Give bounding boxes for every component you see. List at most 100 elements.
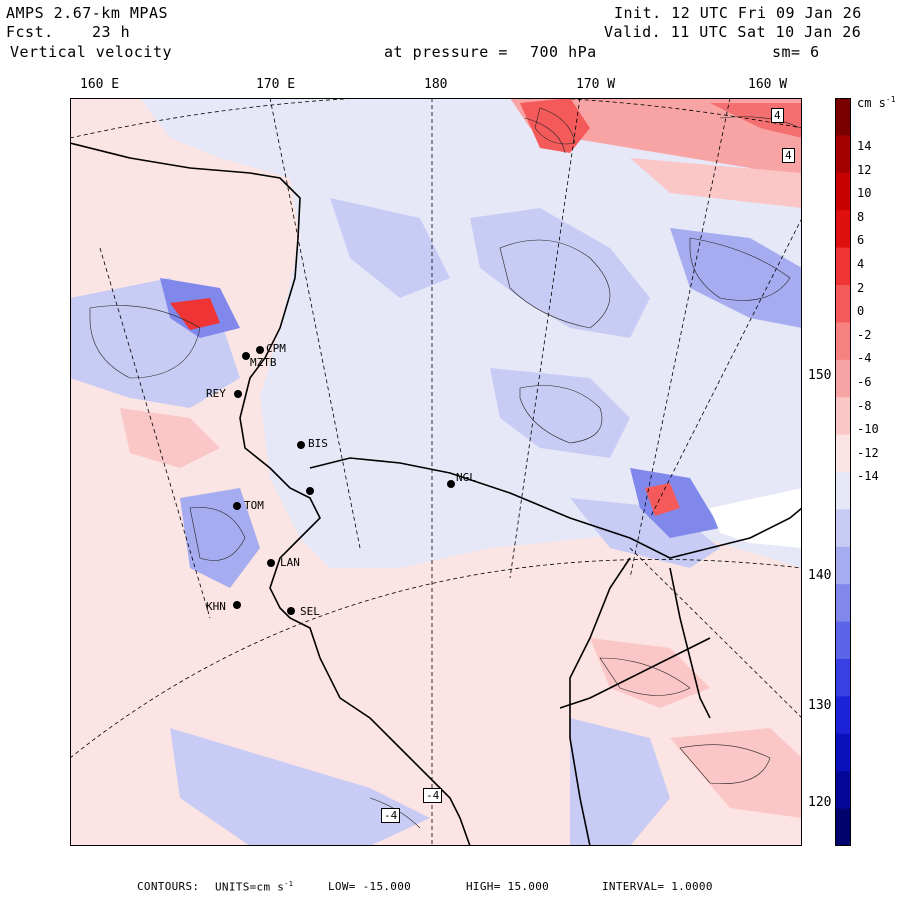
station-dot-lan [267, 559, 275, 567]
colorbar-swatch [835, 285, 851, 323]
blue-patch-7 [170, 728, 430, 846]
colorbar-swatch [835, 359, 851, 398]
station-dot-bay [306, 487, 314, 495]
footer-low: LOW= -15.000 [328, 880, 412, 893]
colorbar-tick-label: 10 [857, 186, 872, 201]
contour-label-neg4a: -4 [381, 808, 401, 823]
colorbar-tick-label: -8 [857, 398, 872, 413]
colorbar-swatch [835, 733, 851, 772]
colorbar-tick-label: -6 [857, 375, 872, 389]
station-dot-rey [234, 390, 242, 398]
lon-label-180: 180 [424, 77, 448, 92]
station-label-ngl: NGL [456, 471, 476, 484]
colorbar-tick-label: 4 [857, 257, 865, 271]
colorbar-swatch [835, 509, 851, 548]
colorbar-swatch [835, 322, 851, 361]
variable-name: Vertical velocity [10, 43, 173, 61]
station-label-rey: REY [206, 387, 226, 400]
colorbar-swatch [835, 659, 851, 697]
valid-time: Valid. 11 UTC Sat 10 Jan 26 [604, 23, 862, 41]
colorbar-swatch [835, 210, 851, 249]
colorbar-tick-label: 2 [857, 280, 865, 295]
colorbar [835, 98, 851, 846]
land-fringe [710, 488, 802, 548]
station-dot-cpm [256, 346, 264, 354]
coastline [70, 142, 802, 846]
colorbar-swatch [835, 434, 851, 473]
colorbar-swatch [835, 247, 851, 286]
station-dot-khn [233, 601, 241, 609]
pink-patch-1 [120, 408, 220, 468]
colorbar-tick-label: -12 [857, 445, 879, 460]
lon-label-160e: 160 E [80, 77, 120, 92]
colorbar-swatch [835, 808, 851, 846]
colorbar-units: cm s-1 [857, 95, 896, 110]
pink-patch-2 [590, 638, 710, 708]
red-plume-streak [630, 158, 802, 208]
station-dot-ngl [447, 480, 455, 488]
colorbar-swatch [835, 135, 851, 174]
colorbar-frame [835, 98, 851, 846]
colorbar-tick-label: 14 [857, 139, 872, 153]
colorbar-swatch [835, 696, 851, 735]
footer-contours-label: CONTOURS: [137, 880, 200, 893]
pink-patch-3 [670, 728, 802, 818]
station-label-sel: SEL [300, 605, 320, 618]
convective-core-red-2 [645, 483, 680, 516]
colorbar-tick-label: 8 [857, 209, 865, 224]
station-dot-sel [287, 607, 295, 615]
lon-label-170w: 170 W [576, 77, 616, 92]
blue-patch-9 [330, 198, 450, 298]
contour-label-neg4b: -4 [423, 788, 443, 803]
colorbar-tick-label: 0 [857, 304, 865, 319]
colorbar-swatch [835, 98, 851, 136]
colorbar-swatch [835, 771, 851, 810]
vertical-velocity-map [70, 98, 802, 846]
model-title: AMPS 2.67-km MPAS [6, 4, 169, 22]
forecast-value: 23 h [92, 23, 131, 41]
blue-patch-4 [570, 498, 720, 568]
init-time: Init. 12 UTC Fri 09 Jan 26 [614, 4, 862, 22]
forecast-label: Fcst. [6, 23, 54, 41]
station-label-lan: LAN [280, 556, 300, 569]
convective-core-red [170, 298, 220, 330]
footer-high: HIGH= 15.000 [466, 880, 550, 893]
station-label-tom: TOM [244, 499, 264, 512]
colorbar-tick-label: -4 [857, 351, 872, 366]
colorbar-tick-label: 6 [857, 233, 865, 248]
colorbar-swatch [835, 584, 851, 623]
station-label-cpm: CPM [266, 342, 286, 355]
station-label-mztb: MZTB [250, 356, 277, 369]
colorbar-tick-label: -14 [857, 469, 879, 484]
contour-lines [89, 107, 801, 829]
blue-patch-2 [490, 368, 630, 458]
colorbar-tick-label: -2 [857, 327, 872, 342]
colorbar-tick-label: 12 [857, 162, 872, 177]
colorbar-swatch [835, 397, 851, 436]
colorbar-tick-label: -10 [857, 422, 879, 437]
ross-sea-field [140, 98, 802, 568]
pressure-value: 700 hPa [530, 43, 597, 61]
colorbar-swatch [835, 621, 851, 660]
colorbar-swatch [835, 546, 851, 585]
colorbar-swatch [835, 472, 851, 510]
blue-patch-8 [570, 718, 670, 846]
station-dot-bis [297, 441, 305, 449]
pressure-label: at pressure = [384, 43, 508, 61]
smoothing: sm= 6 [772, 43, 820, 61]
footer-interval: INTERVAL= 1.0000 [602, 880, 713, 893]
station-dot-tom [233, 502, 241, 510]
station-dot-mztb [242, 352, 250, 360]
map-frame [70, 98, 802, 846]
blue-patch-3 [670, 228, 802, 328]
footer-units: UNITS=cm s-1 [215, 880, 294, 894]
contour-label-4a: 4 [771, 108, 784, 123]
graticule [70, 98, 802, 846]
station-label-khn: KHN [206, 600, 226, 613]
lon-label-170e: 170 E [256, 77, 296, 92]
colorbar-swatch [835, 172, 851, 211]
blue-patch-1 [470, 208, 650, 338]
station-label-bis: BIS [308, 437, 328, 450]
lon-label-160w: 160 W [748, 77, 788, 92]
contour-label-4b: 4 [782, 148, 795, 163]
